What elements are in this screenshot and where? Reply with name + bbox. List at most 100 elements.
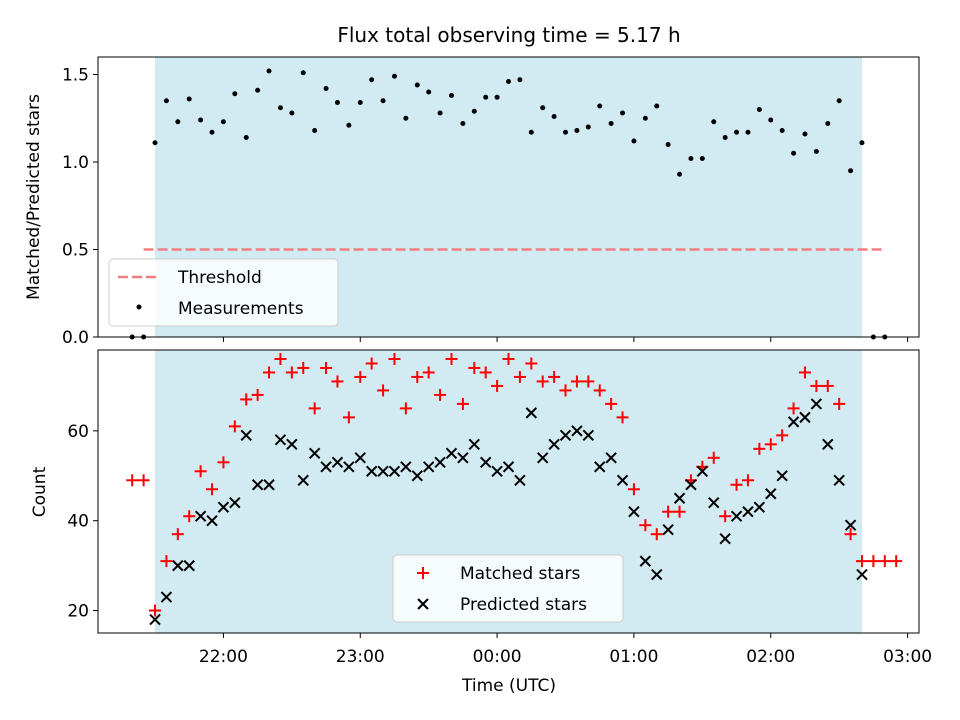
- predicted-star-point: [787, 416, 800, 428]
- predicted-star-point: [559, 429, 572, 442]
- measurement-point: [734, 129, 740, 135]
- measurement-point: [802, 131, 808, 137]
- matched-star-point: [388, 352, 401, 365]
- legend-predicted-swatch: [417, 598, 429, 610]
- predicted-star-point: [377, 465, 389, 477]
- predicted-star-point: [548, 438, 560, 451]
- top-legend: Threshold Measurements: [108, 258, 339, 327]
- measurement-point: [266, 68, 272, 74]
- matched-star-point: [217, 456, 230, 469]
- predicted-star-point: [651, 568, 663, 581]
- matched-star-point: [183, 510, 196, 523]
- measurement-point: [255, 87, 261, 93]
- measurement-point: [699, 156, 705, 161]
- measurement-point: [517, 77, 523, 83]
- bottom-x-ticks: 22:00 23:00 00:00 01:00 02:00 03:00: [199, 633, 932, 667]
- matched-star-point: [274, 352, 287, 365]
- matched-star-point: [479, 366, 492, 379]
- matched-star-point: [456, 397, 469, 410]
- measurement-point: [323, 86, 329, 91]
- x-tick-label: 03:00: [883, 647, 932, 667]
- top-panel: 0.0 0.5 1.0 1.5 Flux total observing time =…: [24, 23, 920, 348]
- measurement-point: [494, 94, 500, 100]
- measurement-point: [859, 140, 865, 146]
- predicted-star-point: [194, 510, 207, 522]
- matched-star-point: [821, 379, 834, 392]
- predicted-star-point: [628, 506, 640, 518]
- matched-star-point: [593, 384, 606, 397]
- predicted-star-point: [251, 479, 264, 491]
- predicted-star-point: [491, 465, 503, 477]
- measurement-point: [506, 79, 511, 84]
- measurement-point: [175, 119, 181, 125]
- matched-star-point: [206, 483, 219, 496]
- matched-star-point: [251, 388, 264, 401]
- measurement-point: [665, 142, 671, 147]
- measurement-point: [391, 73, 397, 79]
- measurement-point: [152, 140, 158, 146]
- predicted-star-point: [172, 559, 184, 572]
- predicted-star-point: [411, 470, 423, 482]
- predicted-star-point: [776, 470, 788, 482]
- top-legend-box: [108, 258, 339, 327]
- measurement-point: [540, 105, 546, 111]
- predicted-star-point: [742, 506, 754, 518]
- legend-predicted-label: Predicted stars: [460, 595, 587, 615]
- measurement-point: [825, 121, 831, 126]
- measurement-point: [756, 107, 762, 112]
- measurement-point: [574, 128, 580, 133]
- measurement-point: [232, 91, 238, 97]
- matched-star-point: [126, 474, 139, 487]
- measurement-point: [300, 70, 306, 76]
- matched-star-point: [605, 397, 618, 410]
- predicted-star-point: [400, 461, 412, 473]
- matched-star-point: [616, 411, 629, 424]
- predicted-star-point: [263, 479, 275, 491]
- matched-star-point: [570, 375, 583, 388]
- measurement-point: [414, 82, 420, 88]
- matched-star-point: [171, 528, 184, 541]
- measurement-point: [836, 98, 842, 104]
- y-tick-label: 0.0: [62, 328, 89, 348]
- predicted-star-point: [502, 461, 515, 473]
- y-tick-label: 20: [67, 602, 89, 622]
- bottom-panel: 20 40 60 22:00 23:00 00:00 01:00 02:00 03:00 Co…: [30, 349, 932, 696]
- matched-star-point: [559, 384, 572, 397]
- measurement-point: [585, 124, 591, 130]
- predicted-star-point: [810, 398, 823, 410]
- measurement-point: [597, 103, 603, 109]
- x-tick-label: 01:00: [609, 647, 658, 667]
- matched-star-point: [297, 361, 310, 374]
- x-tick-label: 23:00: [336, 647, 385, 667]
- measurement-point: [289, 110, 295, 116]
- y-tick-label: 0.5: [62, 241, 89, 261]
- measurement-point: [346, 122, 352, 128]
- predicted-star-point: [206, 514, 218, 527]
- predicted-star-point: [183, 559, 195, 572]
- predicted-star-point: [708, 497, 720, 509]
- matched-star-point: [137, 474, 150, 487]
- matched-star-point: [662, 505, 675, 518]
- measurement-point: [312, 128, 318, 133]
- matched-star-point: [844, 528, 857, 541]
- matched-star-point: [878, 555, 891, 568]
- matched-star-point: [810, 379, 823, 392]
- matched-star-point: [194, 465, 207, 478]
- matched-star-point: [399, 402, 412, 415]
- predicted-star-point: [434, 456, 446, 469]
- predicted-star-point: [388, 465, 401, 477]
- predicted-star-point: [217, 501, 230, 513]
- measurement-point: [209, 129, 215, 135]
- matched-star-point: [719, 510, 732, 523]
- matched-star-point: [525, 357, 538, 370]
- matched-star-point: [513, 370, 526, 383]
- predicted-star-point: [479, 456, 492, 469]
- measurement-point: [334, 100, 340, 105]
- predicted-star-point: [730, 510, 743, 522]
- matched-star-point: [650, 528, 663, 541]
- predicted-star-point: [422, 461, 435, 473]
- matched-star-point: [149, 604, 162, 617]
- matched-star-point: [787, 402, 800, 415]
- measurement-point: [403, 115, 409, 121]
- matched-star-point: [365, 357, 378, 370]
